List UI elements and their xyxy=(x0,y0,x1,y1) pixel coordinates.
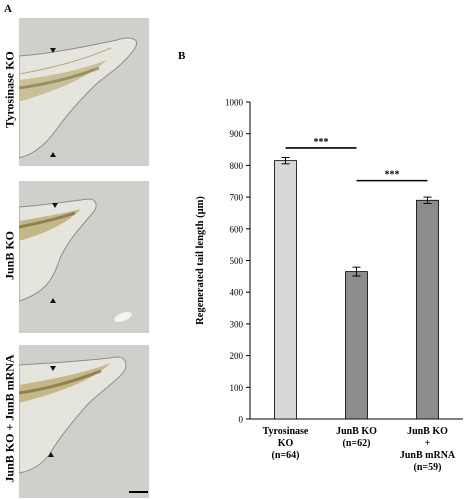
significance-label: *** xyxy=(385,170,400,181)
panel-b-label: B xyxy=(178,50,186,62)
arrowhead-marker xyxy=(52,203,58,208)
y-tick-label: 100 xyxy=(230,383,244,393)
tail-image xyxy=(19,198,132,322)
arrowhead-marker xyxy=(50,366,56,371)
significance-label: *** xyxy=(314,137,329,148)
y-tick-label: 800 xyxy=(230,161,244,171)
x-tick-label: (n=59) xyxy=(414,462,442,473)
y-axis-label: Regenerated tail length (µm) xyxy=(195,196,206,325)
x-tick-label: JunB mRNA xyxy=(400,450,456,461)
bar xyxy=(274,160,297,420)
arrowhead-marker xyxy=(50,298,56,303)
tail-image xyxy=(19,356,127,474)
arrowhead-marker xyxy=(48,452,54,457)
micrograph-junb-ko-mrna xyxy=(19,345,149,498)
arrowhead-marker xyxy=(50,152,56,157)
x-tick-label: (n=62) xyxy=(343,438,371,449)
x-tick-label: KO xyxy=(278,438,294,449)
x-tick-label: (n=64) xyxy=(272,450,300,461)
row-label-junb-ko-mrna: JunB KO + JunB mRNA xyxy=(2,354,17,483)
y-tick-label: 200 xyxy=(230,351,244,361)
x-tick-label: JunB KO xyxy=(336,426,377,437)
tail-image xyxy=(19,37,137,159)
y-tick-label: 700 xyxy=(230,193,244,203)
bar xyxy=(345,271,368,420)
y-tick-label: 400 xyxy=(230,288,244,298)
micrograph-tyrosinase-ko xyxy=(19,18,149,166)
row-label-junb-ko: JunB KO xyxy=(2,230,17,281)
y-tick-label: 0 xyxy=(239,415,244,425)
bar-chart: 0 100 200 300 400 500 600 700 800 900 1000 Regenera… xyxy=(195,98,463,473)
row-label-tyrosinase-ko: Tyrosinase KO xyxy=(2,51,17,128)
y-tick-label: 1000 xyxy=(225,98,244,108)
bar xyxy=(416,199,439,420)
y-tick-label: 300 xyxy=(230,319,244,329)
x-tick-label: JunB KO xyxy=(407,426,448,437)
panel-a-label: A xyxy=(4,3,12,15)
y-tick-label: 500 xyxy=(230,256,244,266)
scale-bar xyxy=(129,491,148,493)
y-tick-label: 900 xyxy=(230,129,244,139)
micrograph-junb-ko xyxy=(19,181,149,333)
y-tick-label: 600 xyxy=(230,224,244,234)
x-tick-label: Tyrosinase xyxy=(263,426,309,437)
x-tick-label: + xyxy=(425,438,431,449)
arrowhead-marker xyxy=(50,48,56,53)
